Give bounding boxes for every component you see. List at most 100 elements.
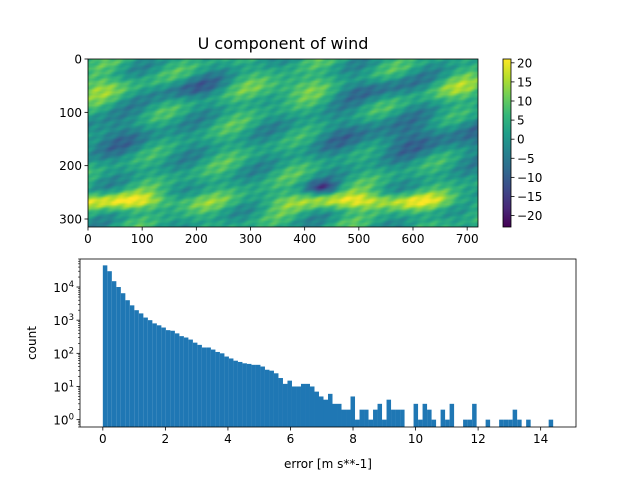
histogram-bar [219, 353, 225, 427]
histogram-y-tick-label: 103 [53, 313, 74, 328]
histogram-bar [350, 396, 356, 427]
histogram-bar [152, 323, 157, 427]
histogram-bar [116, 287, 121, 427]
histogram-x-tick-label: 0 [99, 432, 107, 446]
histogram-bar [503, 419, 509, 427]
histogram-bar [300, 383, 306, 427]
histogram-bar [264, 369, 270, 427]
histogram-bar [161, 327, 166, 427]
histogram-bar [400, 409, 405, 427]
tick-base: 10 [53, 314, 68, 328]
histogram-bar [373, 409, 378, 427]
histogram-bar [287, 380, 292, 427]
histogram-bar [472, 403, 477, 427]
histogram-bar [355, 419, 360, 427]
histogram-bar [138, 313, 144, 427]
heatmap-x-tick-label: 100 [131, 232, 154, 246]
histogram-bar [386, 399, 392, 427]
histogram-bar [255, 364, 261, 427]
histogram-y-tick-label: 100 [53, 413, 74, 428]
histogram-bar [224, 356, 229, 427]
histogram-x-tick-label: 8 [349, 432, 357, 446]
histogram-bar [445, 419, 450, 427]
colorbar-tick-label: 0 [517, 133, 525, 147]
histogram-bar [323, 399, 328, 427]
tick-base: 10 [53, 347, 68, 361]
histogram-bar [188, 339, 193, 427]
histogram-bar [134, 310, 139, 427]
histogram-x-axis-label: error [m s**-1] [284, 457, 372, 471]
histogram-bar [368, 419, 374, 427]
tick-base: 10 [53, 414, 68, 428]
histogram-x-tick-label: 4 [224, 432, 232, 446]
heatmap-y-tick-label: 300 [59, 213, 82, 227]
colorbar-tick-label: −10 [517, 171, 542, 185]
histogram-bar [427, 409, 432, 427]
histogram-bar [237, 361, 243, 427]
heatmap-x-tick-label: 600 [402, 232, 425, 246]
histogram-bar [260, 366, 265, 427]
histogram-bar [156, 325, 162, 427]
histogram-bar [210, 349, 216, 427]
colorbar-tick-label: 20 [517, 56, 532, 70]
histogram-bar [418, 419, 423, 427]
histogram-bar [147, 320, 153, 427]
histogram-bar [364, 409, 369, 427]
histogram-bar [337, 403, 342, 427]
histogram-bar [463, 419, 468, 427]
histogram-bar [517, 419, 522, 427]
histogram-bar [512, 409, 518, 427]
histogram-bar [102, 265, 108, 427]
heatmap-title: U component of wind [198, 34, 369, 53]
histogram-bar [125, 300, 130, 427]
colorbar-tick-label: −15 [517, 190, 542, 204]
histogram-bar [318, 396, 324, 427]
histogram-x-tick-label: 2 [162, 432, 170, 446]
colorbar-tick-label: 5 [517, 114, 525, 128]
histogram-x-tick-label: 10 [408, 432, 423, 446]
histogram-bar [382, 419, 387, 427]
histogram-bars [102, 265, 554, 427]
heatmap-x-tick-label: 700 [456, 232, 479, 246]
tick-exponent: 1 [69, 379, 74, 389]
heatmap-frame [87, 58, 479, 228]
colorbar-scale [502, 58, 512, 228]
histogram-bar [278, 378, 283, 427]
histogram-bar [526, 419, 531, 427]
histogram-bar [206, 347, 211, 427]
histogram-y-tick-label: 104 [53, 280, 74, 295]
histogram-bar [332, 403, 338, 427]
histogram-bar [314, 391, 319, 427]
heatmap-x-tick-label: 300 [239, 232, 262, 246]
histogram-bar [499, 419, 504, 427]
histogram-bar [359, 409, 365, 427]
histogram-bar [179, 336, 184, 427]
heatmap-x-tick-label: 500 [347, 232, 370, 246]
colorbar: 20 15 10 5 0 −5 −10 −15 −20 [502, 56, 542, 228]
histogram-bar [391, 409, 396, 427]
histogram-bar [422, 403, 428, 427]
histogram-bar [413, 403, 419, 427]
histogram-bar [269, 370, 274, 427]
histogram-bar [201, 347, 207, 427]
histogram-bar [467, 419, 473, 427]
histogram-bar [107, 271, 112, 427]
histogram-bar [129, 305, 135, 427]
histogram-bar [183, 337, 189, 427]
colorbar-tick-label: −20 [517, 209, 542, 223]
histogram-bar [431, 419, 437, 427]
heatmap-y-tick-label: 0 [74, 53, 82, 67]
histogram-bar [192, 342, 198, 427]
tick-exponent: 2 [69, 346, 74, 356]
heatmap-panel: U component of wind 0 100 200 300 400 500 600 70… [59, 34, 479, 246]
histogram-bar [440, 409, 446, 427]
histogram-bar [228, 358, 234, 427]
histogram-bar [273, 373, 279, 427]
histogram-bar [305, 383, 310, 427]
heatmap-image [88, 59, 478, 227]
histogram-bar [120, 293, 126, 427]
tick-base: 10 [53, 380, 68, 394]
histogram-bar [485, 419, 491, 427]
heatmap-y-tick-label: 200 [59, 159, 82, 173]
